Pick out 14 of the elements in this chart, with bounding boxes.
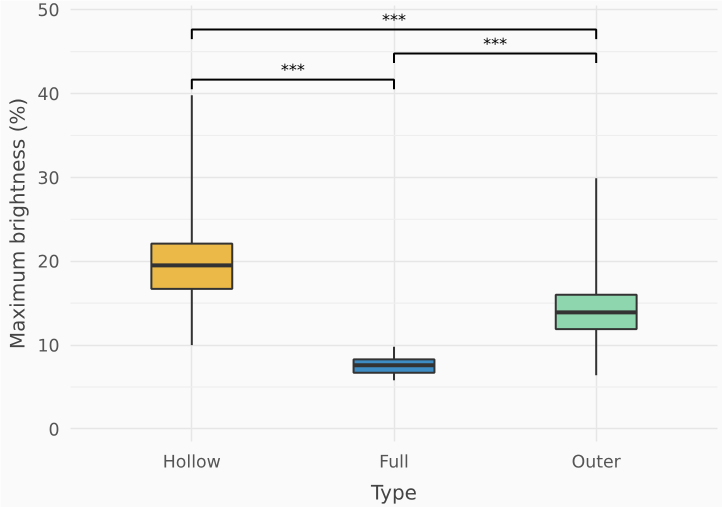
y-tick-label: 10 <box>37 336 60 357</box>
annotation: *** <box>280 60 305 80</box>
y-axis-title: Maximum brightness (%) <box>5 98 30 350</box>
annotation: *** <box>483 34 508 54</box>
x-tick-label: Full <box>379 452 409 472</box>
annotation: *** <box>382 10 406 30</box>
y-tick-label: 50 <box>37 1 60 22</box>
y-tick-label: 20 <box>37 252 60 273</box>
y-tick-label: 40 <box>37 85 60 106</box>
y-tick-label: 0 <box>48 420 60 440</box>
y-tick-label: 30 <box>37 168 60 189</box>
x-tick-label: Hollow <box>162 452 221 472</box>
x-axis-title: Type <box>370 480 417 504</box>
x-tick-label: Outer <box>572 452 622 472</box>
